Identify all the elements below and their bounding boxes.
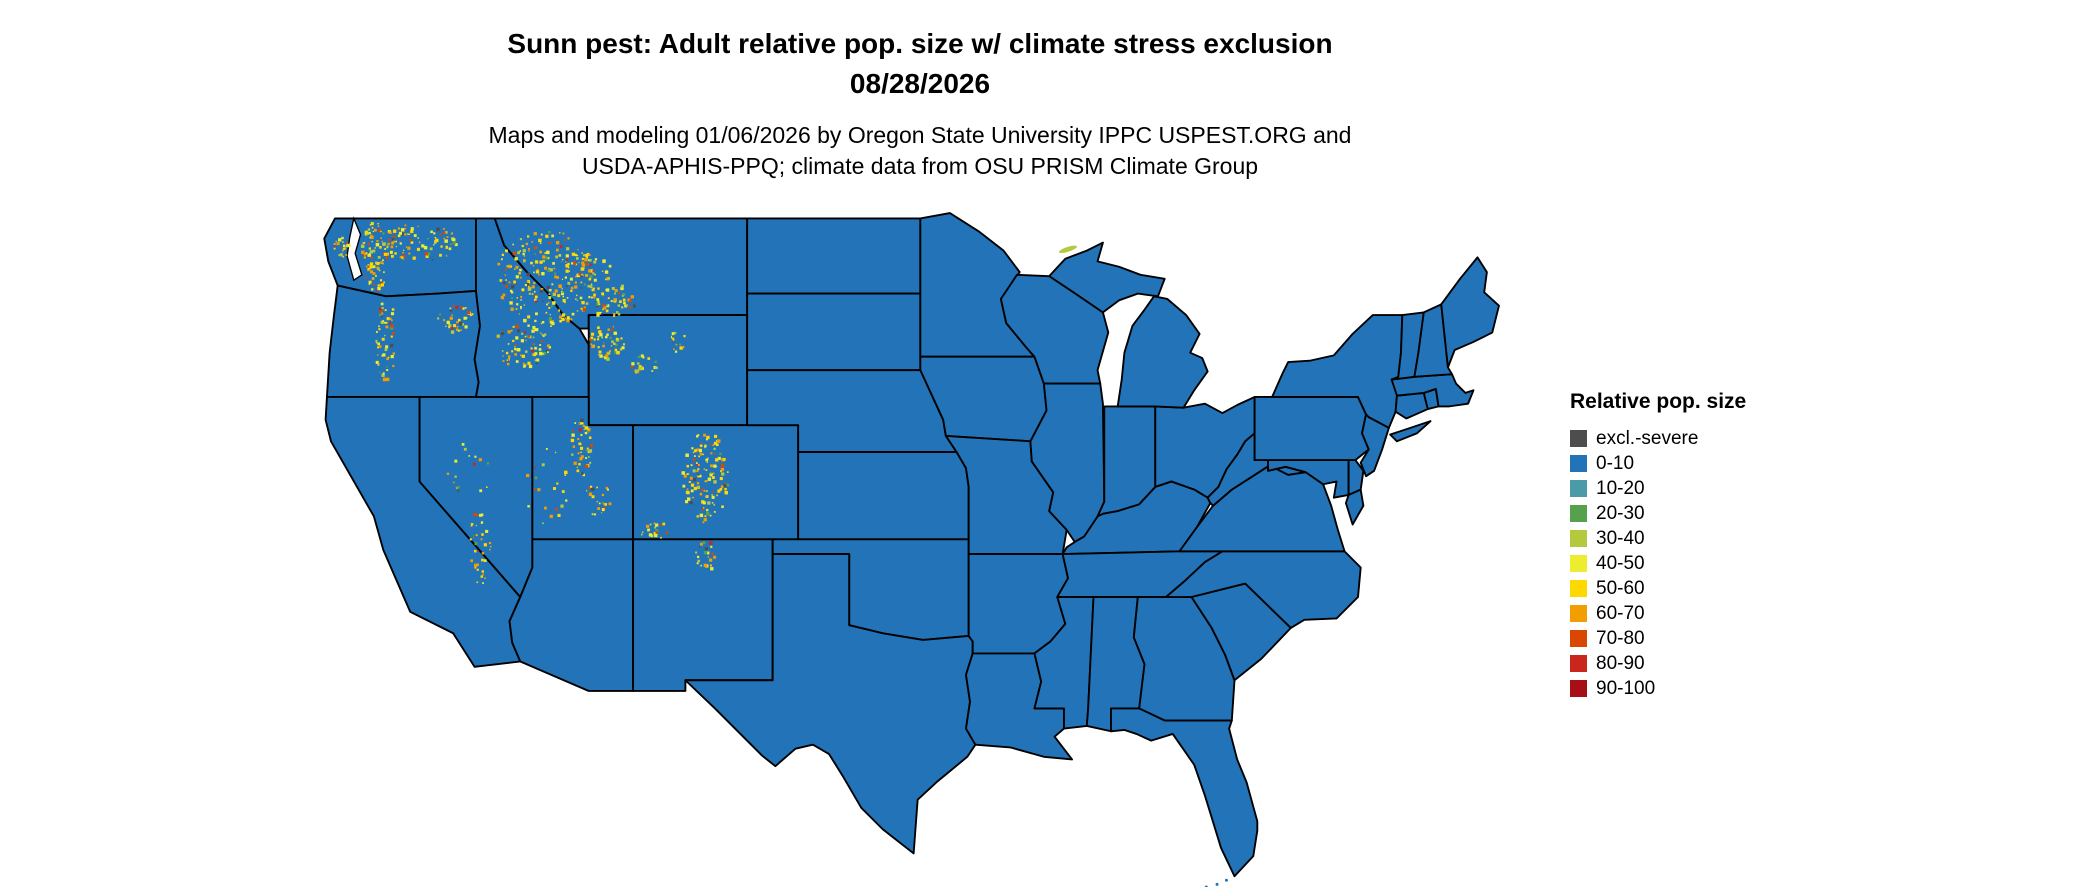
legend-label: 40-50 <box>1596 552 1645 574</box>
legend-item: 60-70 <box>1570 601 1746 626</box>
puget-sound <box>346 216 363 282</box>
us-map-svg <box>323 212 1500 887</box>
islands <box>1059 245 1228 887</box>
state-oregon <box>326 284 481 398</box>
legend-label: 60-70 <box>1596 602 1645 624</box>
map-title-date: 08/28/2026 <box>849 68 991 99</box>
isle-royale <box>1059 245 1077 254</box>
legend-title: Relative pop. size <box>1570 390 1747 413</box>
legend-label: 80-90 <box>1596 652 1645 674</box>
florida-keys <box>1224 878 1228 882</box>
legend-swatch <box>1570 505 1587 522</box>
population-hotspots <box>333 222 730 584</box>
state-connecticut <box>1394 392 1429 420</box>
state-maine <box>1440 256 1500 369</box>
state-pennsylvania <box>1253 396 1370 462</box>
legend-swatch <box>1570 605 1587 622</box>
legend-label: 10-20 <box>1596 477 1645 499</box>
legend-item: 70-80 <box>1570 626 1746 651</box>
state-north-carolina <box>1165 550 1362 629</box>
legend-swatch <box>1570 655 1587 672</box>
legend-item: 0-10 <box>1570 451 1746 476</box>
state-illinois <box>1029 382 1106 543</box>
legend-swatch <box>1570 530 1587 547</box>
long-island-ny <box>1389 420 1432 443</box>
florida-keys <box>1204 885 1208 887</box>
legend-swatch <box>1570 480 1587 497</box>
legend-item: 10-20 <box>1570 476 1746 501</box>
state-new-mexico <box>632 538 774 692</box>
map-header: Sunn pest: Adult relative pop. size w/ c… <box>180 24 1660 182</box>
map-legend: Relative pop. size excl.-severe 0-10 10-20… <box>1570 390 1746 701</box>
legend-swatch <box>1570 630 1587 647</box>
legend-item: 80-90 <box>1570 651 1746 676</box>
legend-label: 70-80 <box>1596 627 1645 649</box>
attribution-line2: USDA-APHIS-PPQ; climate data from OSU PR… <box>581 153 1259 179</box>
state-florida <box>1110 707 1259 878</box>
legend-swatch <box>1570 455 1587 472</box>
state-michigan-lower <box>1116 295 1209 409</box>
us-states <box>323 212 1500 878</box>
state-wyoming <box>587 314 749 427</box>
state-kansas <box>797 451 970 541</box>
legend-label: 90-100 <box>1596 677 1656 699</box>
attribution-line1: Maps and modeling 01/06/2026 by Oregon S… <box>488 122 1352 148</box>
legend-swatch <box>1570 680 1587 697</box>
legend-item: 40-50 <box>1570 551 1746 576</box>
legend-swatch <box>1570 430 1587 447</box>
legend-item: 50-60 <box>1570 576 1746 601</box>
legend-items: excl.-severe 0-10 10-20 20-30 30-40 40-50 50-6… <box>1570 426 1746 701</box>
state-south-dakota <box>746 292 922 372</box>
legend-item: excl.-severe <box>1570 426 1746 451</box>
legend-item: 90-100 <box>1570 676 1746 701</box>
state-texas <box>684 553 977 855</box>
legend-label: 50-60 <box>1596 577 1645 599</box>
legend-item: 20-30 <box>1570 501 1746 526</box>
state-north-dakota <box>746 217 922 295</box>
legend-label: 0-10 <box>1596 452 1635 474</box>
legend-swatch <box>1570 555 1587 572</box>
state-michigan-upper <box>1048 241 1166 314</box>
legend-label: 20-30 <box>1596 502 1645 524</box>
legend-item: 30-40 <box>1570 526 1746 551</box>
map-title-line1: Sunn pest: Adult relative pop. size w/ c… <box>507 28 1333 59</box>
legend-label: excl.-severe <box>1596 427 1699 449</box>
florida-keys <box>1215 882 1219 886</box>
us-map-figure <box>311 205 1527 887</box>
legend-label: 30-40 <box>1596 527 1645 549</box>
virginia-eastern-shore <box>1344 488 1365 526</box>
map-attribution: Maps and modeling 01/06/2026 by Oregon S… <box>180 120 1660 182</box>
legend-swatch <box>1570 580 1587 597</box>
